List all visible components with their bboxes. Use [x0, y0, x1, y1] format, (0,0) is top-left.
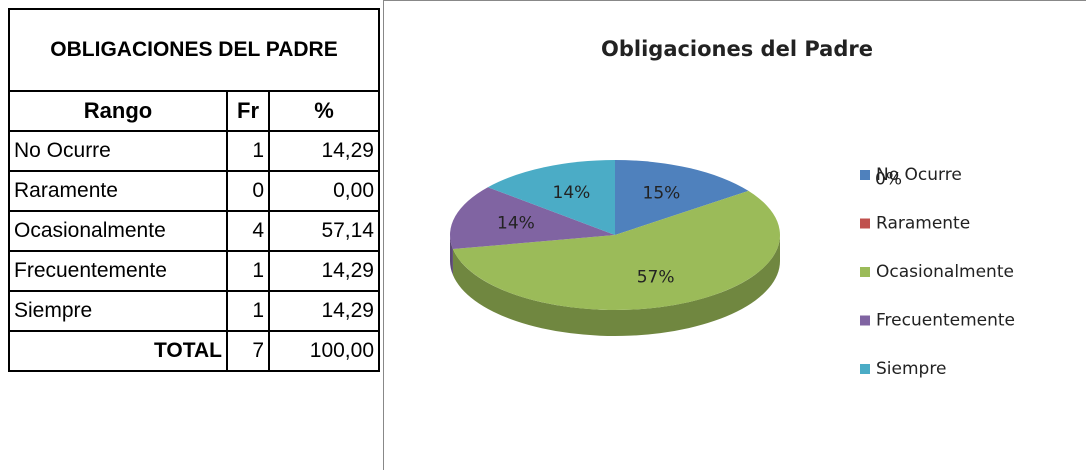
table-cell: Ocasionalmente: [8, 210, 228, 252]
table-cell: Rango: [8, 90, 228, 132]
table-cell: TOTAL: [8, 330, 228, 372]
table-cell: 1: [226, 290, 270, 332]
data-label: 14%: [553, 183, 591, 203]
table-row: No Ocurre 1 14,29: [8, 130, 380, 172]
table-cell: %: [268, 90, 380, 132]
table-cell: 100,00: [268, 330, 380, 372]
table-cell: Fr: [226, 90, 270, 132]
table-cell: No Ocurre: [8, 130, 228, 172]
pie-slice: [487, 160, 615, 235]
table-cell: Frecuentemente: [8, 250, 228, 292]
table-row: Raramente 0 0,00: [8, 170, 380, 212]
table-cell: 0,00: [268, 170, 380, 212]
table-cell: 14,29: [268, 130, 380, 172]
table-cell: 1: [226, 130, 270, 172]
pie-side: [452, 235, 780, 336]
table-row: Frecuentemente 1 14,29: [8, 250, 380, 292]
table-cell: 14,29: [268, 290, 380, 332]
legend-swatch: [860, 170, 870, 180]
table-cell: 14,29: [268, 250, 380, 292]
frequency-table: OBLIGACIONES DEL PADRE Rango Fr% No Ocurre…: [8, 8, 380, 372]
data-label: 57%: [637, 268, 675, 288]
table-cell: 0: [226, 170, 270, 212]
legend-label: Raramente: [876, 214, 970, 234]
legend-swatch: [860, 364, 870, 374]
legend-label: No Ocurre: [876, 165, 962, 185]
table-cell: Siempre: [8, 290, 228, 332]
legend-label: Siempre: [876, 359, 946, 379]
table-row: Ocasionalmente 4 57,14: [8, 210, 380, 252]
table-cell: 7: [226, 330, 270, 372]
table-cell: Raramente: [8, 170, 228, 212]
chart: Obligaciones del Padre 15% 0% 57% 14% 14% No …: [383, 0, 1086, 470]
table-cell: 4: [226, 210, 270, 252]
pie-slice: [450, 187, 615, 250]
pie-slice: [452, 190, 780, 311]
data-label: 15%: [643, 184, 681, 204]
table-cell: 1: [226, 250, 270, 292]
chart-title: Obligaciones del Padre: [601, 37, 873, 61]
table-cell: 57,14: [268, 210, 380, 252]
legend-swatch: [860, 218, 870, 229]
pie-side: [450, 235, 453, 276]
legend-swatch: [860, 315, 870, 326]
legend-label: Ocasionalmente: [876, 262, 1014, 282]
table-row: Rango Fr%: [8, 90, 380, 132]
table-title: OBLIGACIONES DEL PADRE: [8, 8, 380, 92]
table-row: TOTAL 7 100,00: [8, 330, 380, 372]
legend-swatch: [860, 267, 870, 277]
data-label: 0%: [875, 169, 902, 189]
data-label: 14%: [497, 213, 535, 233]
table-row: Siempre 1 14,29: [8, 290, 380, 332]
pie-slice: [615, 160, 749, 235]
legend-label: Frecuentemente: [876, 311, 1015, 331]
